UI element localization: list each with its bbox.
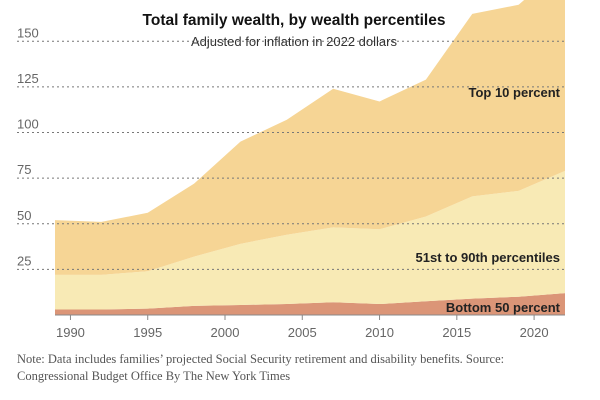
series-label: Top 10 percent — [468, 85, 560, 100]
area-51st-to-90th-percentiles — [55, 170, 565, 310]
footnote-line-1: Note: Data includes families’ projected … — [17, 352, 505, 366]
y-tick-label: 150 — [17, 25, 39, 40]
y-tick-label: 50 — [17, 208, 31, 223]
x-tick-label: 2010 — [365, 325, 394, 340]
y-tick-label: 75 — [17, 162, 31, 177]
x-tick-label: 1995 — [133, 325, 162, 340]
x-tick-label: 2020 — [520, 325, 549, 340]
x-axis: 1990 1995 2000 2005 2010 2015 2020 — [55, 314, 565, 340]
series-label: 51st to 90th percentiles — [416, 250, 561, 265]
y-axis-labels: 255075100125150175 — [17, 25, 39, 268]
footnote-line-2: Congressional Budget Office By The New Y… — [17, 369, 291, 383]
chart-titles: Total family wealth, by wealth percentil… — [143, 12, 446, 49]
x-tick-label: 2005 — [288, 325, 317, 340]
y-tick-label: 125 — [17, 71, 39, 86]
stacked-area-chart: 1990 1995 2000 2005 2010 2015 2020 25 50 75 100 12… — [17, 0, 565, 340]
x-tick-label: 1990 — [56, 325, 85, 340]
x-tick-label: 2015 — [442, 325, 471, 340]
areas-layer — [55, 0, 565, 315]
y-tick-label: 100 — [17, 117, 39, 132]
grid-layer — [17, 40, 565, 270]
y-tick-label: 25 — [17, 253, 31, 268]
footnote: Note: Data includes families’ projected … — [17, 351, 587, 385]
chart-title: Total family wealth, by wealth percentil… — [143, 12, 446, 29]
area-top-10-percent — [55, 0, 565, 275]
series-label: Bottom 50 percent — [446, 300, 561, 315]
area-bottom-50-percent — [55, 293, 565, 315]
series-labels: Bottom 50 percent 51st to 90th percentile… — [416, 85, 561, 315]
x-tick-label: 2000 — [211, 325, 240, 340]
chart-subtitle: Adjusted for inflation in 2022 dollars — [191, 34, 397, 49]
